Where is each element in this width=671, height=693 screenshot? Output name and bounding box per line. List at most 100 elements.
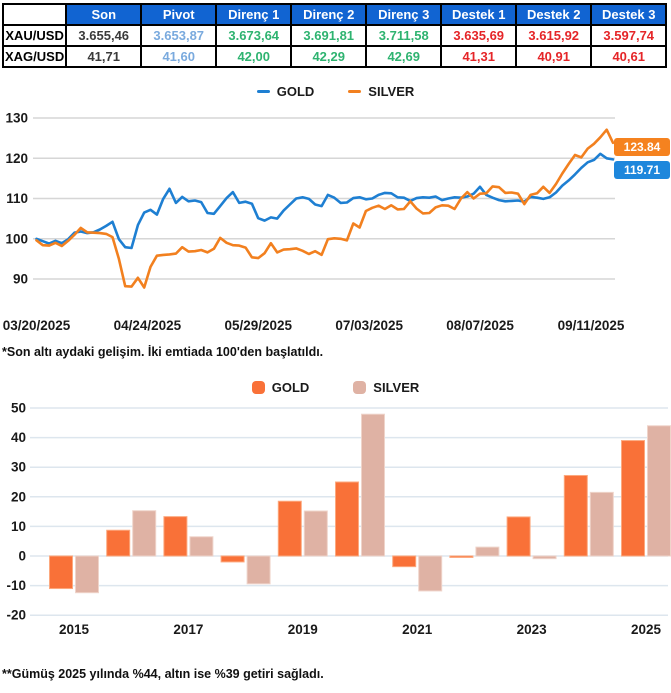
silver-bar-2019 <box>303 510 328 557</box>
silver-bar-2016 <box>132 510 157 557</box>
gold-bar-2025 <box>621 440 645 557</box>
column-header-son: Son <box>65 3 143 26</box>
gold-bar-2018 <box>220 555 245 563</box>
table-cell: 42,69 <box>365 45 443 68</box>
y-axis-tick-label: 10 <box>11 519 26 534</box>
column-header-destek-2: Destek 2 <box>515 3 593 26</box>
y-axis-tick-label: -20 <box>6 608 26 623</box>
x-axis-tick-label: 2019 <box>288 622 318 637</box>
legend-label-silver: SILVER <box>368 84 415 99</box>
y-axis-tick-label: 30 <box>11 460 26 475</box>
y-axis-tick-label: 90 <box>13 272 28 287</box>
table-cell: 40,91 <box>515 45 593 68</box>
silver-bar-2018 <box>246 555 271 585</box>
gold-last-value-badge: 119.71 <box>614 161 670 179</box>
column-header-direnç-2: Direnç 2 <box>290 3 368 26</box>
table-corner-cell <box>1 3 68 26</box>
silver-bar-swatch-icon <box>353 381 367 394</box>
silver-bar-2020 <box>361 413 385 557</box>
bar-chart-legend: GOLD SILVER <box>0 380 671 395</box>
silver-last-value-badge: 123.84 <box>614 138 670 156</box>
line-chart-footnote: *Son altı aydaki gelişim. İki emtiada 10… <box>2 345 324 359</box>
table-cell: 3.597,74 <box>590 24 668 47</box>
gold-bar-2024 <box>563 474 588 557</box>
gold-bar-swatch-icon <box>251 381 265 394</box>
x-axis-tick-label: 09/11/2025 <box>558 318 625 333</box>
table-cell: 42,00 <box>215 45 293 68</box>
table-cell: 3.635,69 <box>440 24 518 47</box>
table-cell: 40,61 <box>590 45 668 68</box>
pivot-levels-table: Son Pivot Direnç 1 Direnç 2 Direnç 3 Destek 1… <box>1 3 668 68</box>
legend-label-gold-bar: GOLD <box>271 380 310 395</box>
column-header-direnç-1: Direnç 1 <box>215 3 293 26</box>
table-row: XAU/USD 3.655,46 3.653,87 3.673,64 3.691,81 3… <box>1 24 668 47</box>
x-axis-tick-label: 07/03/2025 <box>335 318 403 333</box>
table-cell: 42,29 <box>290 45 368 68</box>
x-axis-tick-label: 2021 <box>402 622 433 637</box>
column-header-pivot: Pivot <box>140 3 218 26</box>
silver-bar-2023 <box>532 555 557 560</box>
gold-silver-performance-line-chart: 130 120 110 100 90 03/20/2025 04/24/2025 05/29/… <box>3 111 625 334</box>
table-cell: 41,71 <box>65 45 143 68</box>
y-axis-tick-label: 120 <box>5 151 28 166</box>
legend-label-silver-bar: SILVER <box>373 380 420 395</box>
y-axis-tick-label: 130 <box>5 111 28 126</box>
column-header-destek-3: Destek 3 <box>590 3 668 26</box>
table-cell: 41,31 <box>440 45 518 68</box>
bar-chart-footnote: **Gümüş 2025 yılında %44, altın ise %39 … <box>2 667 324 681</box>
legend-label-gold: GOLD <box>276 84 315 99</box>
silver-bar-2025 <box>647 425 671 557</box>
legend-item-gold-bar: GOLD <box>251 380 310 395</box>
silver-bar-2024 <box>589 491 614 557</box>
table-row: XAG/USD 41,71 41,60 42,00 42,29 42,69 41,31 40,… <box>1 45 668 68</box>
gold-bar-2019 <box>277 500 302 557</box>
table-cell: 3.615,92 <box>515 24 593 47</box>
gold-bar-2022 <box>449 555 474 558</box>
table-cell: 3.711,58 <box>365 24 443 47</box>
y-axis-tick-label: 50 <box>11 401 26 416</box>
table-header-row: Son Pivot Direnç 1 Direnç 2 Direnç 3 Destek 1… <box>1 3 668 26</box>
gold-bar-2016 <box>106 529 131 557</box>
yearly-returns-bar-chart: 50 40 30 20 10 0 -10 -20 2015 2017 2019 2021 2023 202… <box>6 401 671 637</box>
line-chart-legend: GOLD SILVER <box>0 84 671 99</box>
column-header-direnç-3: Direnç 3 <box>365 3 443 26</box>
gold-line-swatch-icon <box>256 90 270 93</box>
gold-bar-2015 <box>49 555 73 590</box>
table-cell: 3.691,81 <box>290 24 368 47</box>
legend-item-silver: SILVER <box>348 84 414 99</box>
y-axis-tick-label: -10 <box>6 578 26 593</box>
silver-bar-2015 <box>75 555 99 594</box>
x-axis-tick-label: 04/24/2025 <box>114 318 182 333</box>
y-axis-tick-label: 110 <box>6 191 28 206</box>
silver-bar-2022 <box>475 546 500 557</box>
table-cell: 3.655,46 <box>65 24 143 47</box>
x-axis-tick-label: 05/29/2025 <box>225 318 293 333</box>
silver-line-swatch-icon <box>348 90 362 93</box>
row-label: XAU/USD <box>1 24 68 47</box>
silver-series-line <box>35 128 615 289</box>
x-axis-tick-label: 2017 <box>173 622 203 637</box>
x-axis-tick-label: 08/07/2025 <box>446 318 514 333</box>
y-axis-tick-label: 0 <box>18 549 26 564</box>
table-cell: 3.653,87 <box>140 24 218 47</box>
table-cell: 3.673,64 <box>215 24 293 47</box>
x-axis-tick-label: 2015 <box>59 622 90 637</box>
row-label: XAG/USD <box>1 45 68 68</box>
gold-bar-2017 <box>163 516 188 557</box>
x-axis-tick-label: 2023 <box>517 622 548 637</box>
silver-bar-2021 <box>418 555 443 592</box>
column-header-destek-1: Destek 1 <box>440 3 518 26</box>
y-axis-tick-label: 20 <box>11 489 26 504</box>
y-axis-tick-label: 100 <box>5 231 28 246</box>
legend-item-gold: GOLD <box>256 84 315 99</box>
y-axis-tick-label: 40 <box>11 430 26 445</box>
gold-bar-2020 <box>335 481 359 557</box>
x-axis-tick-label: 2025 <box>631 622 662 637</box>
gold-bar-2021 <box>392 555 417 568</box>
gold-bar-2023 <box>506 516 531 557</box>
silver-bar-2017 <box>189 536 214 557</box>
x-axis-tick-label: 03/20/2025 <box>3 318 71 333</box>
table-cell: 41,60 <box>140 45 218 68</box>
legend-item-silver-bar: SILVER <box>353 380 419 395</box>
